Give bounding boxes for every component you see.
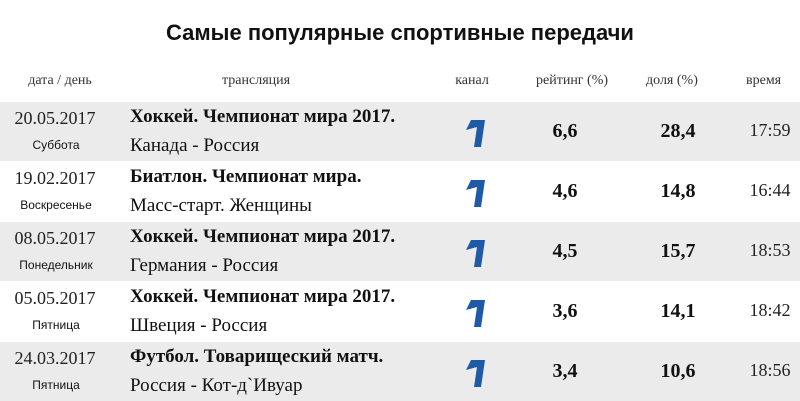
header-time: время: [746, 73, 782, 88]
row-date: 24.03.2017: [14, 348, 96, 368]
row-rating: 3,6: [552, 300, 578, 322]
row-time: 18:56: [749, 360, 791, 380]
row-subtitle: Канада - Россия: [130, 135, 260, 156]
row-date: 05.05.2017: [14, 288, 96, 308]
pervyi-kanal-logo-icon: [458, 236, 492, 270]
row-time: 18:42: [749, 300, 791, 320]
pervyi-kanal-logo-icon: [458, 116, 492, 150]
row-subtitle: Масс-старт. Женщины: [130, 195, 312, 216]
row-rating: 4,5: [552, 240, 578, 262]
row-date: 19.02.2017: [14, 168, 96, 188]
row-program: Хоккей. Чемпионат мира 2017.: [130, 106, 396, 127]
page-title: Самые популярные спортивные передачи: [166, 20, 634, 45]
header-date: дата / день: [28, 73, 92, 88]
header-program: трансляция: [222, 73, 291, 88]
table-row: 24.03.2017 Пятница Футбол. Товарищеский …: [0, 341, 800, 401]
row-subtitle: Швеция - Россия: [130, 315, 268, 336]
row-rating: 3,4: [552, 360, 578, 382]
table-row: 20.05.2017 Суббота Хоккей. Чемпионат мир…: [0, 101, 800, 161]
row-rating: 4,6: [552, 180, 578, 202]
row-time: 17:59: [749, 120, 791, 140]
table-row: 08.05.2017 Понедельник Хоккей. Чемпионат…: [0, 221, 800, 281]
row-subtitle: Германия - Россия: [130, 255, 279, 276]
row-share: 28,4: [660, 120, 696, 142]
row-program: Хоккей. Чемпионат мира 2017.: [130, 226, 396, 247]
pervyi-kanal-logo-icon: [458, 356, 492, 390]
row-program: Футбол. Товарищеский матч.: [130, 346, 384, 367]
table-header: дата / день трансляция канал рейтинг (%)…: [0, 73, 800, 97]
header-share: доля (%): [646, 73, 698, 88]
table-row: 19.02.2017 Воскресенье Биатлон. Чемпиона…: [0, 161, 800, 221]
row-day: Суббота: [32, 138, 80, 152]
pervyi-kanal-logo-icon: [458, 176, 492, 210]
row-time: 18:53: [749, 240, 791, 260]
row-program: Биатлон. Чемпионат мира.: [130, 166, 362, 187]
row-day: Понедельник: [19, 258, 93, 272]
table-body: 20.05.2017 Суббота Хоккей. Чемпионат мир…: [0, 101, 800, 401]
header-channel: канал: [455, 73, 489, 88]
row-day: Пятница: [32, 378, 80, 392]
row-share: 10,6: [660, 360, 696, 382]
row-day: Пятница: [32, 318, 80, 332]
row-share: 14,1: [660, 300, 696, 322]
row-share: 14,8: [660, 180, 696, 202]
row-subtitle: Россия - Кот-д`Ивуар: [130, 375, 303, 396]
row-date: 20.05.2017: [14, 108, 96, 128]
header-rating: рейтинг (%): [536, 73, 609, 88]
row-time: 16:44: [749, 180, 791, 200]
table-row: 05.05.2017 Пятница Хоккей. Чемпионат мир…: [0, 281, 800, 341]
pervyi-kanal-logo-icon: [458, 296, 492, 330]
row-program: Хоккей. Чемпионат мира 2017.: [130, 286, 396, 307]
row-rating: 6,6: [552, 120, 578, 142]
row-share: 15,7: [660, 240, 696, 262]
row-date: 08.05.2017: [14, 228, 96, 248]
row-day: Воскресенье: [20, 198, 92, 212]
